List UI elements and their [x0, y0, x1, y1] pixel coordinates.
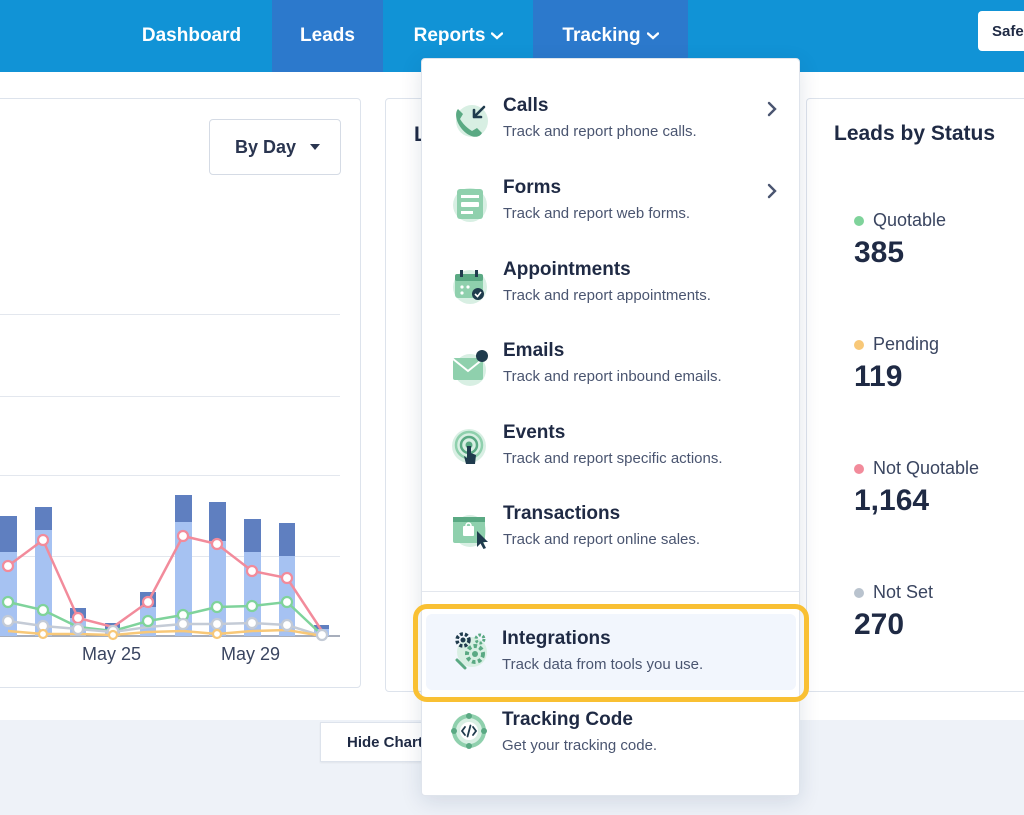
- bar-segment: [279, 523, 295, 556]
- menu-item-transactions[interactable]: Transactions Track and report online sal…: [422, 503, 799, 581]
- bar-segment: [35, 507, 52, 530]
- chevron-down-icon: [646, 32, 659, 40]
- menu-item-description: Track and report appointments.: [503, 287, 711, 304]
- status-label-text: Pending: [873, 334, 940, 354]
- code-icon: [449, 711, 489, 751]
- touch-icon: [450, 428, 490, 468]
- status-label-text: Not Set: [873, 582, 934, 602]
- bar-segment: [314, 625, 329, 629]
- menu-item-forms[interactable]: Forms Track and report web forms.: [422, 177, 799, 255]
- menu-item-title: Emails: [503, 340, 565, 361]
- form-icon: [450, 183, 490, 223]
- by-day-label: By Day: [235, 136, 297, 157]
- calendar-icon: [450, 265, 490, 305]
- menu-item-description: Track and report phone calls.: [503, 123, 697, 140]
- status-dot-icon: [854, 339, 864, 350]
- menu-item-description: Track and report web forms.: [503, 205, 691, 222]
- menu-item-title: Integrations: [502, 628, 611, 649]
- hide-chart-button[interactable]: Hide Chart: [320, 722, 430, 762]
- menu-item-integrations[interactable]: Integrations Track data from tools you u…: [421, 628, 798, 706]
- status-not-set: Not Set: [854, 582, 933, 603]
- status-count: 270: [854, 608, 905, 641]
- chevron-down-icon: [491, 32, 504, 40]
- chart-gridline: [0, 475, 340, 476]
- safe-button[interactable]: Safe: [978, 11, 1024, 51]
- chevron-right-icon: [767, 101, 777, 122]
- bar-segment: [209, 541, 226, 636]
- email-icon: [450, 346, 490, 386]
- nav-leads-label: Leads: [300, 25, 355, 46]
- leads-by-status-title: Leads by Status: [834, 122, 996, 145]
- status-dot-icon: [854, 463, 864, 474]
- menu-item-title: Appointments: [503, 259, 631, 280]
- status-pending: Pending: [854, 334, 939, 355]
- menu-item-title: Forms: [503, 177, 562, 198]
- menu-item-title: Calls: [503, 95, 549, 116]
- status-not-quotable: Not Quotable: [854, 458, 979, 479]
- chevron-right-icon: [767, 183, 777, 204]
- bar-segment: [244, 519, 261, 552]
- status-dot-icon: [854, 215, 864, 226]
- menu-item-events[interactable]: Events Track and report specific actions…: [422, 422, 799, 500]
- menu-item-title: Transactions: [503, 503, 621, 524]
- nav-tracking-label: Tracking: [562, 25, 641, 46]
- leads-by-status-card: [806, 98, 1024, 692]
- menu-item-calls[interactable]: Calls Track and report phone calls.: [422, 95, 799, 173]
- bar-segment: [175, 495, 192, 522]
- nav-reports[interactable]: Reports: [395, 0, 522, 72]
- menu-divider: [422, 591, 799, 592]
- menu-item-appointments[interactable]: Appointments Track and report appointmen…: [422, 259, 799, 337]
- by-day-select[interactable]: By Day: [209, 119, 341, 175]
- chart-bars: [0, 495, 329, 636]
- status-label-text: Not Quotable: [873, 458, 980, 478]
- hide-chart-label: Hide Chart: [347, 733, 423, 751]
- chart-gridline: [0, 396, 340, 397]
- menu-item-title: Events: [503, 422, 566, 443]
- nav-leads[interactable]: Leads: [272, 0, 383, 72]
- bar-segment: [0, 552, 17, 636]
- menu-item-emails[interactable]: Emails Track and report inbound emails.: [422, 340, 799, 418]
- safe-button-label: Safe: [992, 22, 1024, 40]
- pending-line: [7, 628, 323, 638]
- leads-bar-line-chart: [0, 495, 340, 642]
- phone-icon: [450, 101, 490, 141]
- menu-item-description: Track data from tools you use.: [502, 656, 704, 673]
- not-quotable-line: [7, 534, 324, 632]
- status-count: 385: [854, 236, 905, 269]
- menu-item-title: Tracking Code: [502, 709, 633, 730]
- menu-item-description: Get your tracking code.: [502, 737, 658, 754]
- status-dot-icon: [854, 587, 864, 598]
- caret-down-icon: [310, 144, 321, 150]
- chart-gridline: [0, 556, 340, 557]
- gears-icon: [451, 630, 491, 670]
- menu-item-description: Track and report online sales.: [503, 531, 701, 548]
- status-quotable: Quotable: [854, 210, 946, 231]
- nav-dashboard-label: Dashboard: [141, 25, 242, 46]
- status-count: 119: [854, 360, 903, 393]
- status-count: 1,164: [854, 484, 930, 517]
- x-axis-tick-label: May 25: [82, 644, 142, 664]
- chart-gridline: [0, 314, 340, 315]
- not-set-line: [7, 619, 323, 638]
- bar-segment: [175, 522, 192, 636]
- integrations-highlight-ring: [413, 604, 809, 702]
- integrations-highlight-background: [426, 614, 796, 690]
- x-axis-tick-label: May 29: [221, 644, 281, 664]
- menu-item-description: Track and report inbound emails.: [503, 368, 722, 385]
- menu-item-tracking-code[interactable]: Tracking Code Get your tracking code.: [421, 709, 798, 787]
- bar-segment: [0, 516, 17, 552]
- quotable-line: [7, 600, 323, 636]
- nav-dashboard[interactable]: Dashboard: [120, 0, 263, 72]
- shopping-icon: [450, 509, 490, 549]
- status-label-text: Quotable: [873, 210, 947, 230]
- bar-segment: [209, 502, 226, 541]
- nav-reports-label: Reports: [413, 25, 486, 46]
- menu-item-description: Track and report specific actions.: [503, 450, 723, 467]
